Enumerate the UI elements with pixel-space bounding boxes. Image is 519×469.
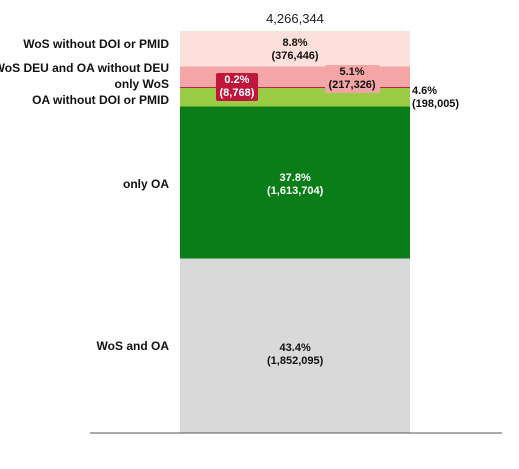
category-label-wos-deu-and-oa-without-deu: WoS DEU and OA without DEU bbox=[0, 61, 169, 75]
data-label-percent: 37.8% bbox=[279, 172, 311, 184]
category-label-only-wos: only WoS bbox=[114, 77, 169, 91]
data-label-percent: 4.6% bbox=[412, 85, 438, 97]
bar-segments bbox=[180, 31, 410, 433]
total-label: 4,266,344 bbox=[266, 11, 324, 26]
category-label-only-oa: only OA bbox=[122, 177, 169, 191]
data-label-count: (8,768) bbox=[219, 87, 255, 99]
bar-segment-wos-without-doi-or-pmid bbox=[180, 31, 410, 67]
bar-segment-wos-and-oa bbox=[180, 258, 410, 433]
category-label-wos-without-doi-or-pmid: WoS without DOI or PMID bbox=[23, 37, 169, 51]
data-label-percent: 43.4% bbox=[279, 342, 311, 354]
data-label-percent: 5.1% bbox=[339, 66, 365, 78]
data-label-count: (1,613,704) bbox=[267, 185, 324, 197]
category-label-wos-and-oa: WoS and OA bbox=[96, 339, 169, 353]
bar-segment-only-oa bbox=[180, 106, 410, 259]
data-label-only-wos: 0.2% (8,768) bbox=[215, 73, 259, 101]
data-label-wos-deu-and-oa-without-deu: 5.1% (217,326) bbox=[324, 65, 380, 93]
data-label-wos-without-doi-or-pmid: 8.8% (376,446) bbox=[272, 37, 319, 63]
data-label-only-oa: 37.8% (1,613,704) bbox=[267, 172, 323, 198]
data-label-oa-without-doi-or-pmid: 4.6% (198,005) bbox=[412, 85, 459, 111]
data-label-wos-and-oa: 43.4% (1,852,095) bbox=[267, 342, 323, 368]
category-label-oa-without-doi-or-pmid: OA without DOI or PMID bbox=[32, 93, 169, 107]
data-label-percent: 0.2% bbox=[224, 74, 250, 86]
data-label-count: (198,005) bbox=[412, 98, 460, 110]
data-label-count: (1,852,095) bbox=[267, 355, 324, 367]
bar-segment-only-wos bbox=[180, 86, 410, 88]
data-label-count: (217,326) bbox=[328, 79, 376, 91]
data-label-count: (376,446) bbox=[271, 50, 319, 62]
data-label-percent: 8.8% bbox=[282, 37, 308, 49]
